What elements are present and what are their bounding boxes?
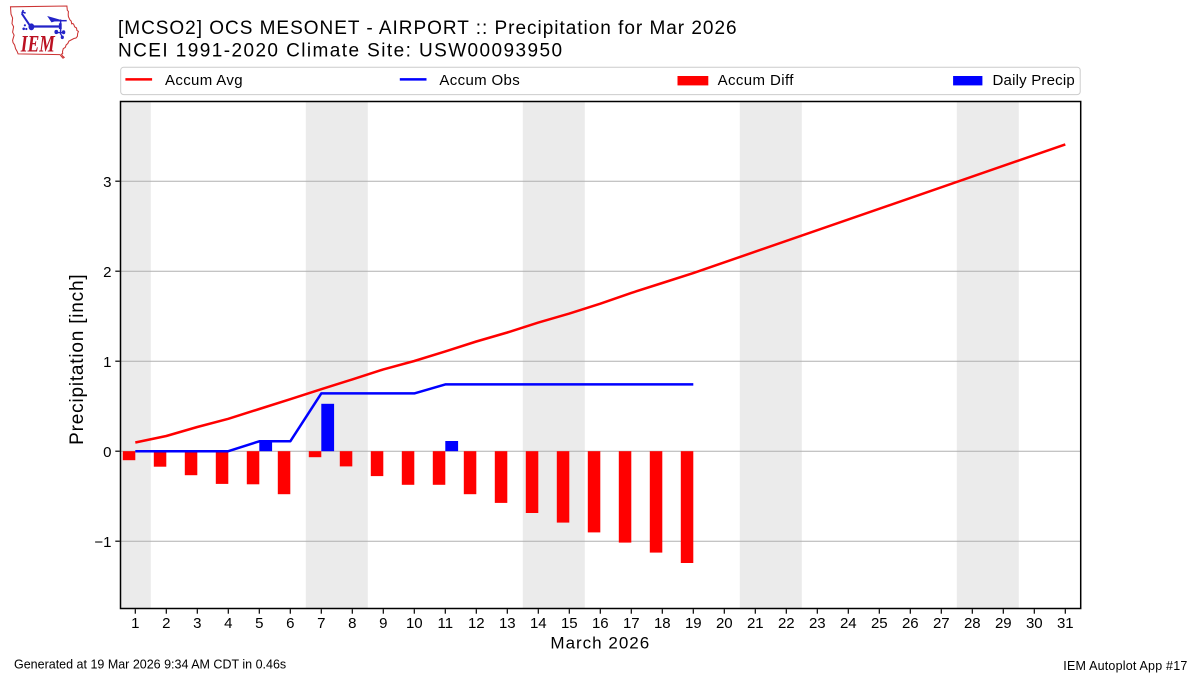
svg-text:2: 2 [162,615,170,632]
svg-text:1: 1 [131,615,139,632]
svg-text:19: 19 [685,615,702,632]
svg-text:10: 10 [406,615,423,632]
svg-text:16: 16 [592,615,609,632]
svg-text:Accum Obs: Accum Obs [439,72,520,89]
svg-text:21: 21 [747,615,764,632]
svg-text:−1: −1 [94,534,111,551]
svg-text:28: 28 [964,615,981,632]
svg-text:29: 29 [995,615,1012,632]
svg-text:3: 3 [103,174,111,191]
svg-text:[MCSO2] OCS MESONET - AIRPORT: [MCSO2] OCS MESONET - AIRPORT :: Precipi… [118,18,738,39]
svg-text:13: 13 [499,615,516,632]
svg-text:3: 3 [193,615,201,632]
svg-text:22: 22 [778,615,795,632]
svg-text:6: 6 [286,615,294,632]
svg-text:5: 5 [255,615,263,632]
svg-text:Precipitation [inch]: Precipitation [inch] [67,274,88,445]
svg-text:18: 18 [654,615,671,632]
svg-text:20: 20 [716,615,733,632]
svg-text:NCEI 1991-2020 Climate Site: U: NCEI 1991-2020 Climate Site: USW00093950 [118,41,563,62]
svg-text:12: 12 [468,615,485,632]
svg-text:Daily Precip: Daily Precip [993,72,1075,89]
svg-text:17: 17 [623,615,640,632]
svg-text:Generated at 19 Mar 2026 9:34: Generated at 19 Mar 2026 9:34 AM CDT in … [14,658,286,672]
svg-text:26: 26 [902,615,919,632]
svg-text:23: 23 [809,615,826,632]
svg-text:27: 27 [933,615,950,632]
svg-text:14: 14 [530,615,547,632]
svg-text:March 2026: March 2026 [550,634,650,653]
svg-text:30: 30 [1026,615,1043,632]
svg-text:15: 15 [561,615,578,632]
svg-text:4: 4 [224,615,232,632]
svg-text:24: 24 [840,615,857,632]
svg-text:8: 8 [348,615,356,632]
svg-text:25: 25 [871,615,888,632]
svg-text:2: 2 [103,264,111,281]
svg-text:0: 0 [103,444,111,461]
svg-text:Accum Diff: Accum Diff [718,72,795,89]
svg-text:7: 7 [317,615,325,632]
svg-text:11: 11 [438,615,454,632]
svg-text:IEM: IEM [20,32,55,57]
svg-text:Accum Avg: Accum Avg [165,72,243,89]
svg-text:9: 9 [379,615,387,632]
svg-text:31: 31 [1057,615,1074,632]
svg-text:IEM Autoplot App #17: IEM Autoplot App #17 [1063,659,1187,673]
svg-text:1: 1 [103,354,111,371]
